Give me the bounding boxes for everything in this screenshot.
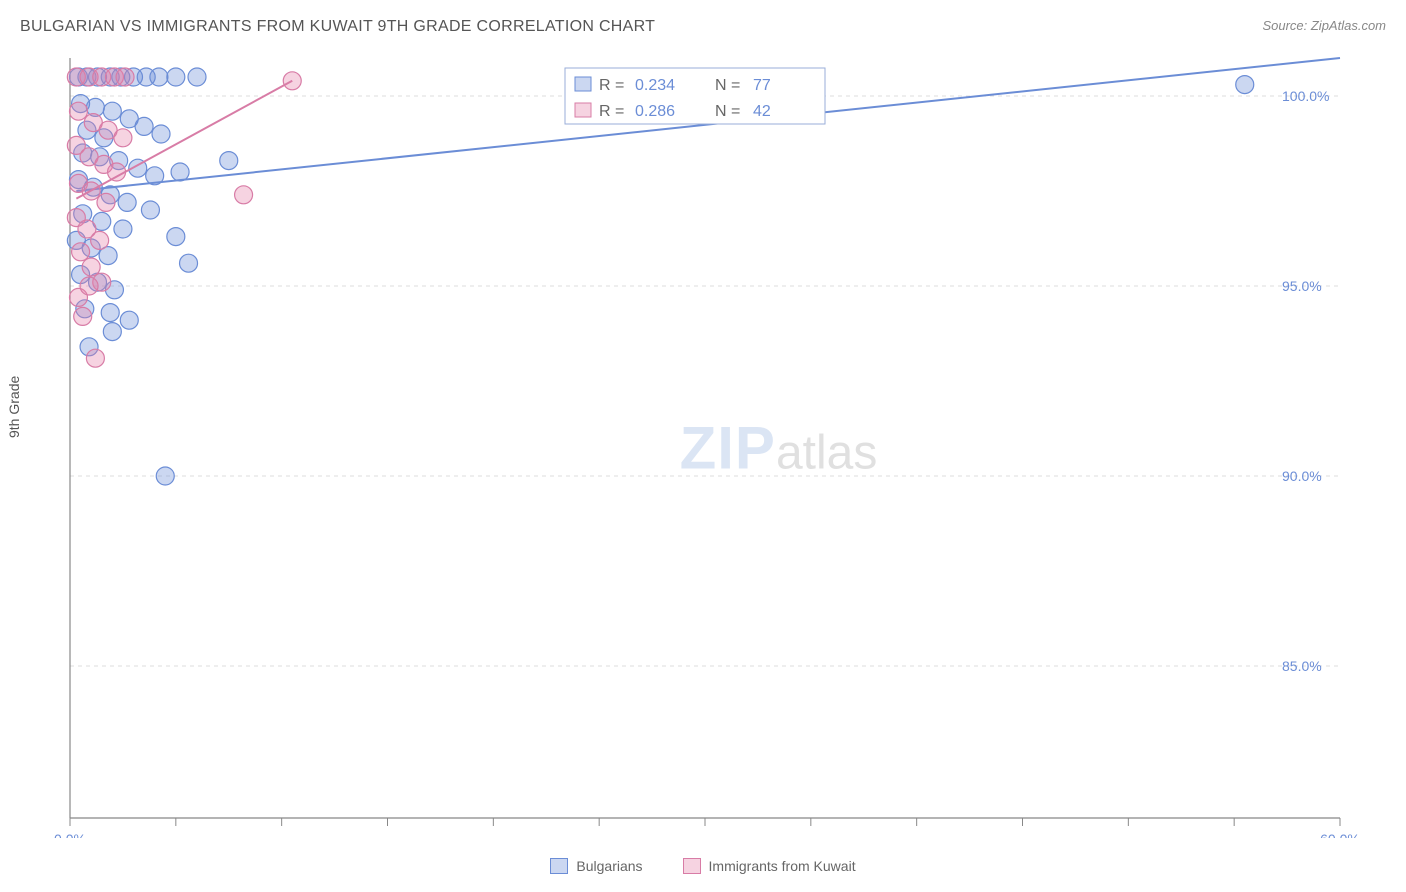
chart-container: 9th Grade 85.0%90.0%95.0%100.0%0.0%60.0%… (20, 48, 1386, 832)
data-point (97, 193, 115, 211)
scatter-chart: 85.0% 90.0% 95.0% 100.0% 0.0% 60.0% ZIPatlas R … (20, 48, 1386, 838)
x-tick-label: 60.0% (1320, 831, 1360, 838)
data-point (171, 163, 189, 181)
n-label: N = (715, 103, 740, 120)
data-point (69, 102, 87, 120)
data-point (167, 68, 185, 86)
legend-label: Immigrants from Kuwait (709, 858, 856, 874)
x-tick-label: 0.0% (54, 831, 86, 838)
y-tick-label: 85.0% (1282, 658, 1322, 674)
data-point (74, 307, 92, 325)
legend-swatch (575, 103, 591, 117)
data-point (180, 254, 198, 272)
data-point (80, 277, 98, 295)
data-point (141, 201, 159, 219)
data-point (118, 193, 136, 211)
data-point (167, 228, 185, 246)
chart-header: BULGARIAN VS IMMIGRANTS FROM KUWAIT 9TH … (0, 0, 1406, 36)
data-point (220, 152, 238, 170)
data-point (188, 68, 206, 86)
data-point (235, 186, 253, 204)
data-point (150, 68, 168, 86)
n-value: 42 (753, 103, 771, 120)
y-tick-label: 90.0% (1282, 468, 1322, 484)
r-label: R = (599, 103, 624, 120)
data-point (152, 125, 170, 143)
data-point (114, 220, 132, 238)
data-point (91, 231, 109, 249)
watermark: ZIPatlas (680, 414, 878, 481)
data-point (103, 102, 121, 120)
r-value: 0.234 (635, 77, 675, 94)
data-point (72, 243, 90, 261)
legend-item: Bulgarians (550, 858, 642, 874)
n-label: N = (715, 77, 740, 94)
data-point (135, 117, 153, 135)
data-point (101, 304, 119, 322)
source-attribution: Source: ZipAtlas.com (1262, 18, 1386, 33)
data-point (1236, 76, 1254, 94)
legend-item: Immigrants from Kuwait (683, 858, 856, 874)
y-axis-label: 9th Grade (6, 376, 22, 438)
data-point (114, 129, 132, 147)
data-point (108, 163, 126, 181)
r-value: 0.286 (635, 103, 675, 120)
y-tick-label: 100.0% (1282, 88, 1329, 104)
legend-swatch (550, 858, 568, 874)
y-tick-label: 95.0% (1282, 278, 1322, 294)
chart-title: BULGARIAN VS IMMIGRANTS FROM KUWAIT 9TH … (20, 18, 655, 36)
data-point (156, 467, 174, 485)
r-label: R = (599, 77, 624, 94)
data-point (82, 258, 100, 276)
legend-label: Bulgarians (576, 858, 642, 874)
data-point (116, 68, 134, 86)
data-point (86, 349, 104, 367)
legend: Bulgarians Immigrants from Kuwait (0, 858, 1406, 874)
legend-swatch (575, 77, 591, 91)
legend-swatch (683, 858, 701, 874)
data-point (103, 323, 121, 341)
data-point (120, 311, 138, 329)
n-value: 77 (753, 77, 771, 94)
